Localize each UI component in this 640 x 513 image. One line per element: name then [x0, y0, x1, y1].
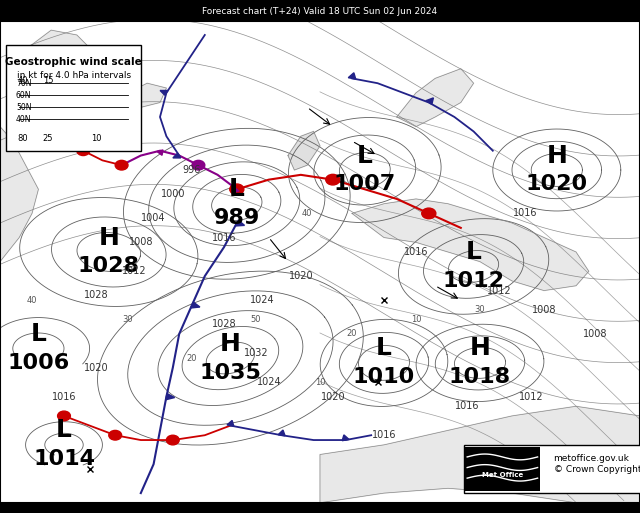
Text: 1028: 1028: [212, 319, 236, 329]
Polygon shape: [32, 30, 96, 93]
Polygon shape: [320, 406, 640, 503]
Polygon shape: [0, 127, 38, 262]
Polygon shape: [232, 188, 239, 193]
Text: L: L: [466, 240, 481, 264]
Text: 40N: 40N: [16, 115, 31, 124]
Text: 1012: 1012: [519, 391, 543, 402]
Circle shape: [422, 208, 436, 219]
Polygon shape: [173, 153, 180, 158]
Text: 1004: 1004: [141, 213, 166, 223]
Text: metoffice.gov.uk
© Crown Copyright: metoffice.gov.uk © Crown Copyright: [554, 455, 640, 474]
Text: 50N: 50N: [16, 103, 31, 112]
Polygon shape: [288, 131, 320, 170]
Text: 1016: 1016: [455, 401, 479, 411]
Text: 70N: 70N: [16, 78, 31, 88]
Text: 40: 40: [17, 76, 28, 85]
Text: 1016: 1016: [513, 208, 537, 219]
Text: 1008: 1008: [583, 329, 607, 339]
Circle shape: [58, 411, 70, 421]
Circle shape: [192, 161, 205, 170]
Text: L: L: [31, 322, 46, 346]
Text: 40: 40: [27, 295, 37, 305]
Text: 10: 10: [91, 134, 101, 143]
Text: 1020: 1020: [84, 363, 108, 373]
Text: 989: 989: [214, 208, 260, 228]
Polygon shape: [227, 421, 234, 426]
Text: 50: 50: [251, 315, 261, 324]
Polygon shape: [157, 150, 163, 155]
Text: 1035: 1035: [200, 363, 261, 383]
Text: 1024: 1024: [257, 377, 281, 387]
Circle shape: [115, 161, 128, 170]
Circle shape: [109, 430, 122, 440]
Text: 1012: 1012: [487, 286, 511, 295]
Text: 20: 20: [187, 353, 197, 363]
Text: 1016: 1016: [52, 391, 76, 402]
Text: 1020: 1020: [289, 271, 313, 281]
Circle shape: [326, 174, 340, 185]
Text: 1007: 1007: [333, 174, 396, 194]
Polygon shape: [236, 220, 244, 226]
Polygon shape: [160, 90, 168, 95]
Text: 10: 10: [315, 378, 325, 387]
Polygon shape: [342, 435, 349, 441]
Text: 1024: 1024: [250, 295, 275, 305]
Text: 1028: 1028: [84, 290, 108, 301]
FancyBboxPatch shape: [6, 45, 141, 151]
Polygon shape: [191, 302, 200, 308]
Text: 1014: 1014: [33, 449, 95, 469]
Circle shape: [58, 112, 70, 122]
Text: H: H: [470, 337, 490, 361]
Text: 40: 40: [302, 209, 312, 218]
Polygon shape: [278, 430, 285, 436]
Text: H: H: [99, 226, 119, 249]
Text: 10: 10: [411, 315, 421, 324]
Text: 1016: 1016: [404, 247, 428, 257]
Text: 1008: 1008: [129, 238, 153, 247]
Polygon shape: [397, 69, 474, 127]
Text: 1000: 1000: [161, 189, 185, 199]
Text: in kt for 4.0 hPa intervals: in kt for 4.0 hPa intervals: [17, 71, 131, 80]
Text: H: H: [547, 144, 567, 168]
Text: 60N: 60N: [16, 91, 31, 100]
Text: H: H: [220, 331, 241, 356]
Text: Geostrophic wind scale: Geostrophic wind scale: [5, 57, 142, 67]
Circle shape: [77, 146, 90, 155]
Text: 1018: 1018: [449, 367, 511, 387]
Text: 1016: 1016: [372, 430, 396, 440]
Polygon shape: [128, 83, 166, 107]
Text: 30: 30: [475, 305, 485, 314]
Text: 20: 20: [347, 329, 357, 339]
Polygon shape: [352, 199, 589, 290]
Text: 1008: 1008: [532, 305, 556, 315]
Text: 15: 15: [43, 76, 53, 85]
Text: Forecast chart (T+24) Valid 18 UTC Sun 02 Jun 2024: Forecast chart (T+24) Valid 18 UTC Sun 0…: [202, 7, 438, 16]
Text: 996: 996: [183, 165, 201, 175]
Text: 80: 80: [17, 134, 28, 143]
Text: L: L: [229, 177, 244, 201]
Text: L: L: [357, 144, 372, 168]
Text: 1012: 1012: [443, 271, 504, 291]
FancyBboxPatch shape: [465, 447, 540, 490]
Text: 25: 25: [43, 134, 53, 143]
Text: Met Office: Met Office: [482, 472, 523, 478]
Polygon shape: [166, 393, 175, 400]
Text: 1006: 1006: [7, 353, 70, 373]
Text: 1020: 1020: [321, 391, 345, 402]
Polygon shape: [426, 98, 433, 104]
Text: 1032: 1032: [244, 348, 268, 358]
Text: 1016: 1016: [212, 232, 236, 243]
Text: L: L: [56, 419, 72, 442]
Circle shape: [166, 435, 179, 445]
Polygon shape: [348, 73, 356, 79]
Text: 30: 30: [123, 315, 133, 324]
Text: 1010: 1010: [353, 367, 415, 387]
FancyBboxPatch shape: [464, 445, 640, 493]
Circle shape: [230, 184, 244, 194]
Text: 1028: 1028: [78, 256, 140, 277]
Text: 1012: 1012: [122, 266, 147, 277]
Text: L: L: [376, 337, 392, 361]
Text: 1020: 1020: [525, 174, 588, 194]
